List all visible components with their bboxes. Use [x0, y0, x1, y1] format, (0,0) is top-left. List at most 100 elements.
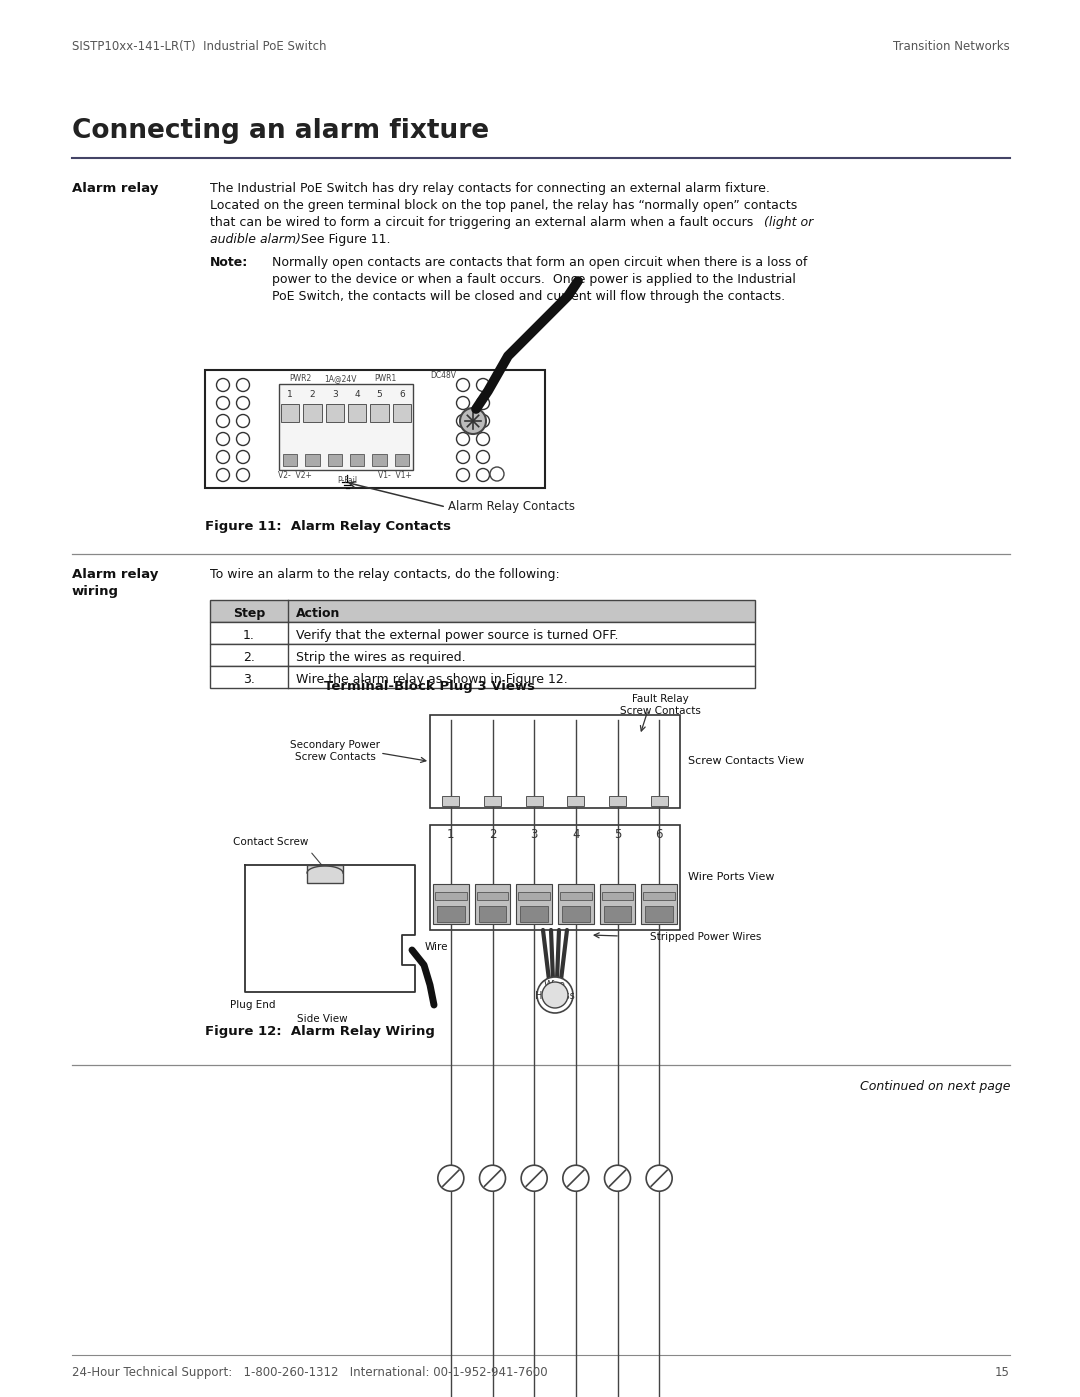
Bar [476, 893, 509, 900]
Text: Side View: Side View [297, 1014, 348, 1024]
Circle shape [237, 397, 249, 409]
Text: Wire Ports View: Wire Ports View [688, 873, 774, 883]
Bar [646, 907, 673, 922]
Circle shape [563, 1165, 589, 1192]
Bar [644, 893, 675, 900]
Text: Verify that the external power source is turned OFF.: Verify that the external power source is… [296, 629, 619, 643]
Text: Located on the green terminal block on the top panel, the relay has “normally op: Located on the green terminal block on t… [210, 198, 797, 212]
Text: wiring: wiring [72, 585, 119, 598]
Text: Secondary Power: Secondary Power [291, 740, 380, 750]
Circle shape [457, 433, 470, 446]
Text: 1: 1 [287, 390, 293, 400]
Text: Figure 11:  Alarm Relay Contacts: Figure 11: Alarm Relay Contacts [205, 520, 451, 534]
Text: PWR2: PWR2 [288, 374, 311, 383]
Bar [279, 384, 413, 469]
Bar [484, 796, 501, 806]
Bar [326, 404, 345, 422]
Circle shape [216, 433, 229, 446]
Bar [599, 884, 635, 923]
Circle shape [237, 379, 249, 391]
Text: Alarm relay: Alarm relay [72, 569, 159, 581]
Bar [558, 884, 594, 923]
Text: V2-  V2+: V2- V2+ [278, 471, 312, 481]
Text: Alarm relay: Alarm relay [72, 182, 159, 196]
Bar [327, 454, 342, 467]
Text: Strip the wires as required.: Strip the wires as required. [296, 651, 465, 664]
Text: Contact Screw: Contact Screw [233, 837, 309, 847]
Circle shape [457, 379, 470, 391]
Bar [478, 907, 507, 922]
Bar [435, 893, 467, 900]
Text: Figure 12:  Alarm Relay Wiring: Figure 12: Alarm Relay Wiring [205, 1025, 435, 1038]
Circle shape [237, 415, 249, 427]
Bar [602, 893, 633, 900]
Bar [562, 907, 590, 922]
Text: Fault Relay: Fault Relay [632, 694, 688, 704]
Bar [604, 907, 632, 922]
Circle shape [457, 450, 470, 464]
Bar [283, 454, 297, 467]
Text: (light or: (light or [764, 217, 813, 229]
Bar [350, 454, 364, 467]
Circle shape [437, 1165, 463, 1192]
Bar [526, 796, 542, 806]
Text: Wire the alarm relay as shown in Figure 12.: Wire the alarm relay as shown in Figure … [296, 673, 568, 686]
Circle shape [237, 468, 249, 482]
Text: 2: 2 [489, 828, 496, 841]
Circle shape [490, 467, 504, 481]
Circle shape [216, 450, 229, 464]
Text: 24-Hour Technical Support:   1-800-260-1312   International: 00-1-952-941-7600: 24-Hour Technical Support: 1-800-260-131… [72, 1366, 548, 1379]
Bar [518, 893, 550, 900]
Circle shape [476, 433, 489, 446]
Circle shape [457, 397, 470, 409]
Bar [210, 599, 755, 622]
Text: Action: Action [296, 608, 340, 620]
Text: See Figure 11.: See Figure 11. [293, 233, 391, 246]
Bar [348, 404, 366, 422]
Circle shape [480, 1165, 505, 1192]
Polygon shape [245, 865, 415, 992]
Text: 15: 15 [995, 1366, 1010, 1379]
Text: Alarm Relay Contacts: Alarm Relay Contacts [448, 500, 575, 513]
Bar [307, 865, 343, 883]
Text: power to the device or when a fault occurs.  Once power is applied to the Indust: power to the device or when a fault occu… [272, 272, 796, 286]
Bar [394, 454, 409, 467]
Text: Normally open contacts are contacts that form an open circuit when there is a lo: Normally open contacts are contacts that… [272, 256, 808, 270]
Circle shape [542, 982, 568, 1009]
Text: 6: 6 [656, 828, 663, 841]
Circle shape [476, 450, 489, 464]
Bar [567, 796, 584, 806]
Circle shape [237, 433, 249, 446]
Text: P-Fail: P-Fail [337, 476, 357, 485]
Bar [393, 404, 411, 422]
Bar [373, 454, 387, 467]
Bar [210, 622, 755, 644]
Text: 1A@24V: 1A@24V [324, 374, 356, 383]
Bar [303, 404, 322, 422]
Bar [516, 884, 552, 923]
Circle shape [522, 1165, 548, 1192]
Circle shape [216, 397, 229, 409]
Bar [430, 826, 680, 930]
Circle shape [457, 415, 470, 427]
Text: DC48V: DC48V [430, 372, 456, 380]
Circle shape [237, 450, 249, 464]
Circle shape [476, 468, 489, 482]
Circle shape [476, 415, 489, 427]
Text: To wire an alarm to the relay contacts, do the following:: To wire an alarm to the relay contacts, … [210, 569, 559, 581]
Text: Harness: Harness [535, 990, 575, 1002]
Text: 1: 1 [447, 828, 455, 841]
Text: 5: 5 [613, 828, 621, 841]
Text: Plug End: Plug End [230, 1000, 275, 1010]
Text: Screw Contacts: Screw Contacts [295, 752, 376, 761]
Bar [433, 884, 469, 923]
Text: 2.: 2. [243, 651, 255, 664]
Bar [475, 884, 511, 923]
Bar [561, 893, 592, 900]
Circle shape [646, 1165, 672, 1192]
Text: V1-  V1+: V1- V1+ [378, 471, 411, 481]
Text: Wire: Wire [426, 942, 448, 951]
Bar [370, 404, 389, 422]
Bar [642, 884, 677, 923]
Circle shape [457, 468, 470, 482]
